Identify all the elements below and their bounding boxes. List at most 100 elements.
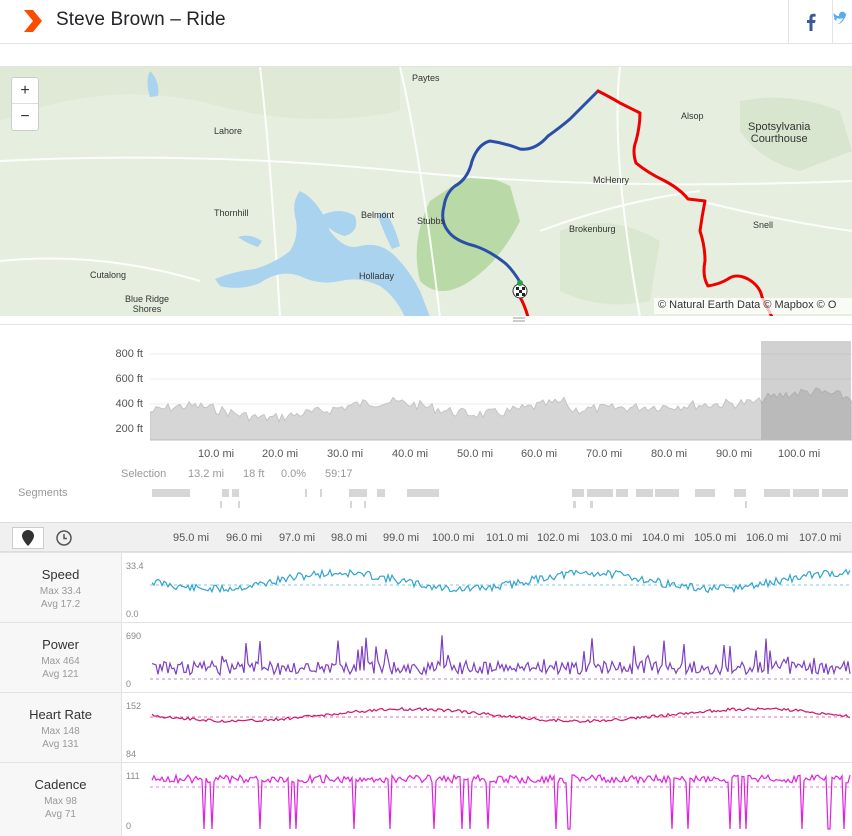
stream-axis-max: 33.4 — [126, 561, 144, 571]
map-label-blue-ridge-line1: Blue Ridge — [125, 294, 170, 304]
elev-x-label: 20.0 mi — [262, 448, 299, 460]
map-label-blue-ridge-shores: Blue Ridge Shores — [125, 294, 169, 314]
zoom-out-button[interactable]: − — [20, 108, 30, 125]
map-zoom-control: + − — [11, 77, 39, 131]
facebook-icon — [806, 13, 816, 31]
stream-power-summary: Power Max 464 Avg 121 — [0, 623, 122, 692]
map-marker-toggle[interactable] — [12, 527, 44, 549]
stream-axis-min: 0 — [126, 679, 132, 689]
time-axis-toggle[interactable] — [48, 527, 80, 549]
stream-power[interactable]: Power Max 464 Avg 121 690 0 — [0, 622, 852, 692]
elevation-area — [150, 387, 852, 441]
stream-name: Power — [42, 637, 79, 652]
analysis-x-axis: 95.0 mi 96.0 mi 97.0 mi 98.0 mi 99.0 mi … — [150, 523, 852, 551]
map-label-alsop: Alsop — [681, 111, 704, 121]
analysis-x-label: 95.0 mi — [173, 532, 210, 544]
map-label-brokenburg: Brokenburg — [569, 224, 616, 234]
route-selected — [441, 89, 600, 284]
map-label-cutalong: Cutalong — [90, 270, 127, 280]
analysis-panel: 95.0 mi 96.0 mi 97.0 mi 98.0 mi 99.0 mi … — [0, 522, 852, 836]
map-label-holladay: Holladay — [359, 271, 395, 281]
stream-axis-max: 152 — [126, 701, 142, 711]
stream-max: Max 98 — [44, 796, 77, 807]
stream-axis-max: 111 — [126, 771, 140, 781]
twitter-icon — [833, 11, 847, 24]
elev-x-label: 40.0 mi — [392, 448, 429, 460]
analysis-x-label: 101.0 mi — [486, 532, 529, 544]
power-chart[interactable] — [150, 623, 852, 693]
map-label-spotsylvania: Spotsylvania Courthouse — [748, 121, 810, 145]
selection-distance: 13.2 mi — [188, 468, 225, 480]
resize-handle-icon[interactable] — [512, 316, 526, 324]
elev-x-label: 90.0 mi — [716, 448, 753, 460]
stream-trace — [151, 706, 851, 724]
stream-cadence[interactable]: Cadence Max 98 Avg 71 111 0 — [0, 762, 852, 836]
selection-grade: 0.0% — [281, 468, 307, 480]
route-map[interactable]: Paytes Lahore Alsop Spotsylvania Courtho… — [0, 66, 852, 316]
segments-track[interactable] — [150, 487, 852, 511]
facebook-share-button[interactable] — [788, 0, 832, 44]
zoom-in-button[interactable]: + — [12, 78, 38, 104]
analysis-x-label: 103.0 mi — [590, 532, 633, 544]
map-attribution[interactable]: © Natural Earth Data © Mapbox © O — [654, 298, 852, 314]
analysis-x-label: 105.0 mi — [694, 532, 737, 544]
stream-max: Max 33.4 — [39, 586, 82, 597]
map-label-blue-ridge-line2: Shores — [132, 304, 162, 314]
stream-axis-min: 0 — [126, 821, 132, 831]
route-start-segment — [518, 296, 530, 316]
analysis-x-label: 102.0 mi — [537, 532, 580, 544]
stream-speed-summary: Speed Max 33.4 Avg 17.2 — [0, 553, 122, 622]
elevation-chart[interactable] — [150, 340, 852, 442]
finish-flag-icon — [512, 280, 528, 299]
page-title: Steve Brown – Ride — [56, 9, 226, 30]
elev-x-label: 10.0 mi — [198, 448, 235, 460]
lake — [147, 71, 430, 316]
elev-y-label: 800 ft — [115, 348, 143, 360]
activity-header: Steve Brown – Ride — [0, 0, 852, 44]
stream-axis-min: 84 — [126, 749, 137, 759]
analysis-toolbar: 95.0 mi 96.0 mi 97.0 mi 98.0 mi 99.0 mi … — [0, 522, 852, 552]
map-label-paytes: Paytes — [412, 73, 440, 83]
elev-x-label: 100.0 mi — [778, 448, 821, 460]
route-unselected — [596, 89, 774, 316]
twitter-share-button[interactable] — [832, 0, 852, 44]
stream-avg: Avg 121 — [42, 669, 79, 680]
stream-heart-rate[interactable]: Heart Rate Max 148 Avg 131 152 84 — [0, 692, 852, 762]
elev-x-label: 50.0 mi — [457, 448, 494, 460]
stream-max: Max 464 — [41, 656, 80, 667]
map-label-lahore: Lahore — [214, 126, 243, 136]
stream-axis-min: 0.0 — [126, 609, 139, 619]
analysis-x-label: 96.0 mi — [226, 532, 263, 544]
strava-chevron-icon — [24, 10, 42, 32]
elev-x-label: 30.0 mi — [327, 448, 364, 460]
elev-y-label: 200 ft — [115, 423, 143, 435]
stream-avg: Avg 71 — [45, 809, 76, 820]
cadence-chart[interactable] — [150, 763, 852, 836]
stream-trace — [151, 635, 851, 677]
analysis-x-label: 107.0 mi — [799, 532, 842, 544]
selection-label: Selection — [121, 468, 167, 480]
analysis-x-label: 106.0 mi — [746, 532, 789, 544]
elevation-panel — [0, 324, 852, 520]
stream-speed[interactable]: Speed Max 33.4 Avg 17.2 33.4 0.0 — [0, 552, 852, 622]
speed-chart[interactable] — [150, 553, 852, 623]
analysis-x-label: 100.0 mi — [432, 532, 475, 544]
map-label-stubbs: Stubbs — [417, 216, 446, 226]
stream-avg: Avg 131 — [42, 739, 79, 750]
map-label-snell: Snell — [753, 220, 774, 230]
stream-name: Speed — [41, 567, 80, 582]
map-pin-icon — [22, 530, 34, 546]
map-label-thornhill: Thornhill — [214, 208, 249, 218]
elevation-selection-highlight — [761, 341, 851, 440]
map-label-spotsylvania-line2: Courthouse — [750, 133, 808, 145]
stream-avg: Avg 17.2 — [40, 599, 81, 610]
stream-trace — [151, 773, 851, 830]
elev-x-label: 80.0 mi — [651, 448, 688, 460]
clock-icon — [56, 530, 72, 546]
forest-area — [416, 177, 520, 291]
heart-rate-chart[interactable] — [150, 693, 852, 763]
map-label-belmont: Belmont — [361, 210, 395, 220]
stream-trace — [151, 568, 851, 594]
elev-y-label: 400 ft — [115, 398, 143, 410]
map-label-mchenry: McHenry — [593, 175, 630, 185]
